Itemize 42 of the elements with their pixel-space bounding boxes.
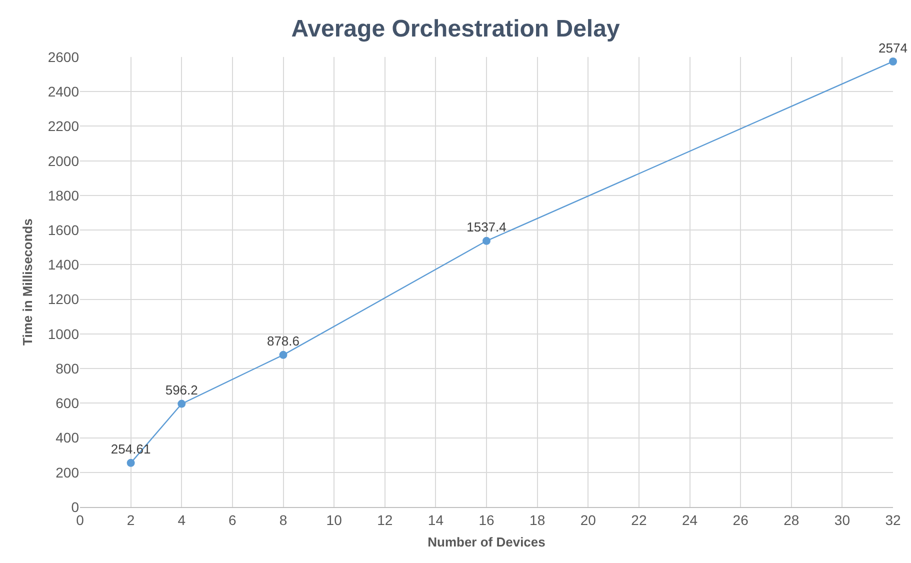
y-tick-label: 1600	[48, 222, 80, 238]
data-label: 596.2	[165, 382, 198, 398]
y-tick-label: 0	[71, 498, 80, 515]
point	[178, 400, 186, 408]
x-tick-label: 24	[682, 512, 698, 528]
x-tick-label: 2	[126, 512, 135, 528]
x-tick-label: 10	[326, 512, 342, 528]
point	[889, 58, 897, 66]
x-tick-label: 28	[784, 512, 800, 528]
x-axis-title: Number of Devices	[428, 534, 546, 550]
x-tick-label: 6	[228, 512, 237, 528]
x-tick-label: 12	[377, 512, 393, 528]
x-tick-label: 32	[885, 512, 901, 528]
y-tick-label: 200	[56, 464, 80, 480]
y-tick-label: 2200	[48, 118, 80, 134]
y-tick-label: 1400	[48, 256, 80, 273]
y-tick-label: 1800	[48, 187, 80, 204]
point	[126, 458, 135, 467]
y-tick-label: 1200	[48, 291, 80, 308]
y-tick-label: 400	[56, 430, 80, 446]
x-tick-label: 22	[631, 512, 647, 528]
x-tick-label: 14	[428, 512, 444, 528]
y-tick-label: 1000	[48, 326, 80, 342]
y-tick-label: 600	[56, 395, 80, 412]
x-tick-label: 30	[834, 512, 850, 528]
point	[482, 236, 490, 245]
x-tick-label: 16	[478, 512, 494, 528]
x-tick-label: 26	[732, 512, 749, 528]
data-label: 2574	[878, 40, 908, 56]
point	[279, 350, 288, 359]
x-tick-label: 18	[530, 512, 546, 528]
data-label: 1537.4	[466, 220, 506, 235]
y-tick-label: 2600	[48, 48, 80, 65]
x-tick-label: 8	[279, 512, 288, 528]
y-tick-label: 2000	[48, 152, 80, 169]
data-label: 878.6	[266, 334, 300, 349]
x-tick-label: 20	[580, 512, 596, 528]
chart-title: Average Orchestration Delay	[291, 16, 620, 43]
y-axis-title: Time in Milliseconds	[20, 218, 35, 346]
x-tick-label: 4	[178, 512, 186, 528]
y-tick-label: 800	[56, 360, 80, 376]
y-tick-label: 2400	[48, 84, 80, 100]
